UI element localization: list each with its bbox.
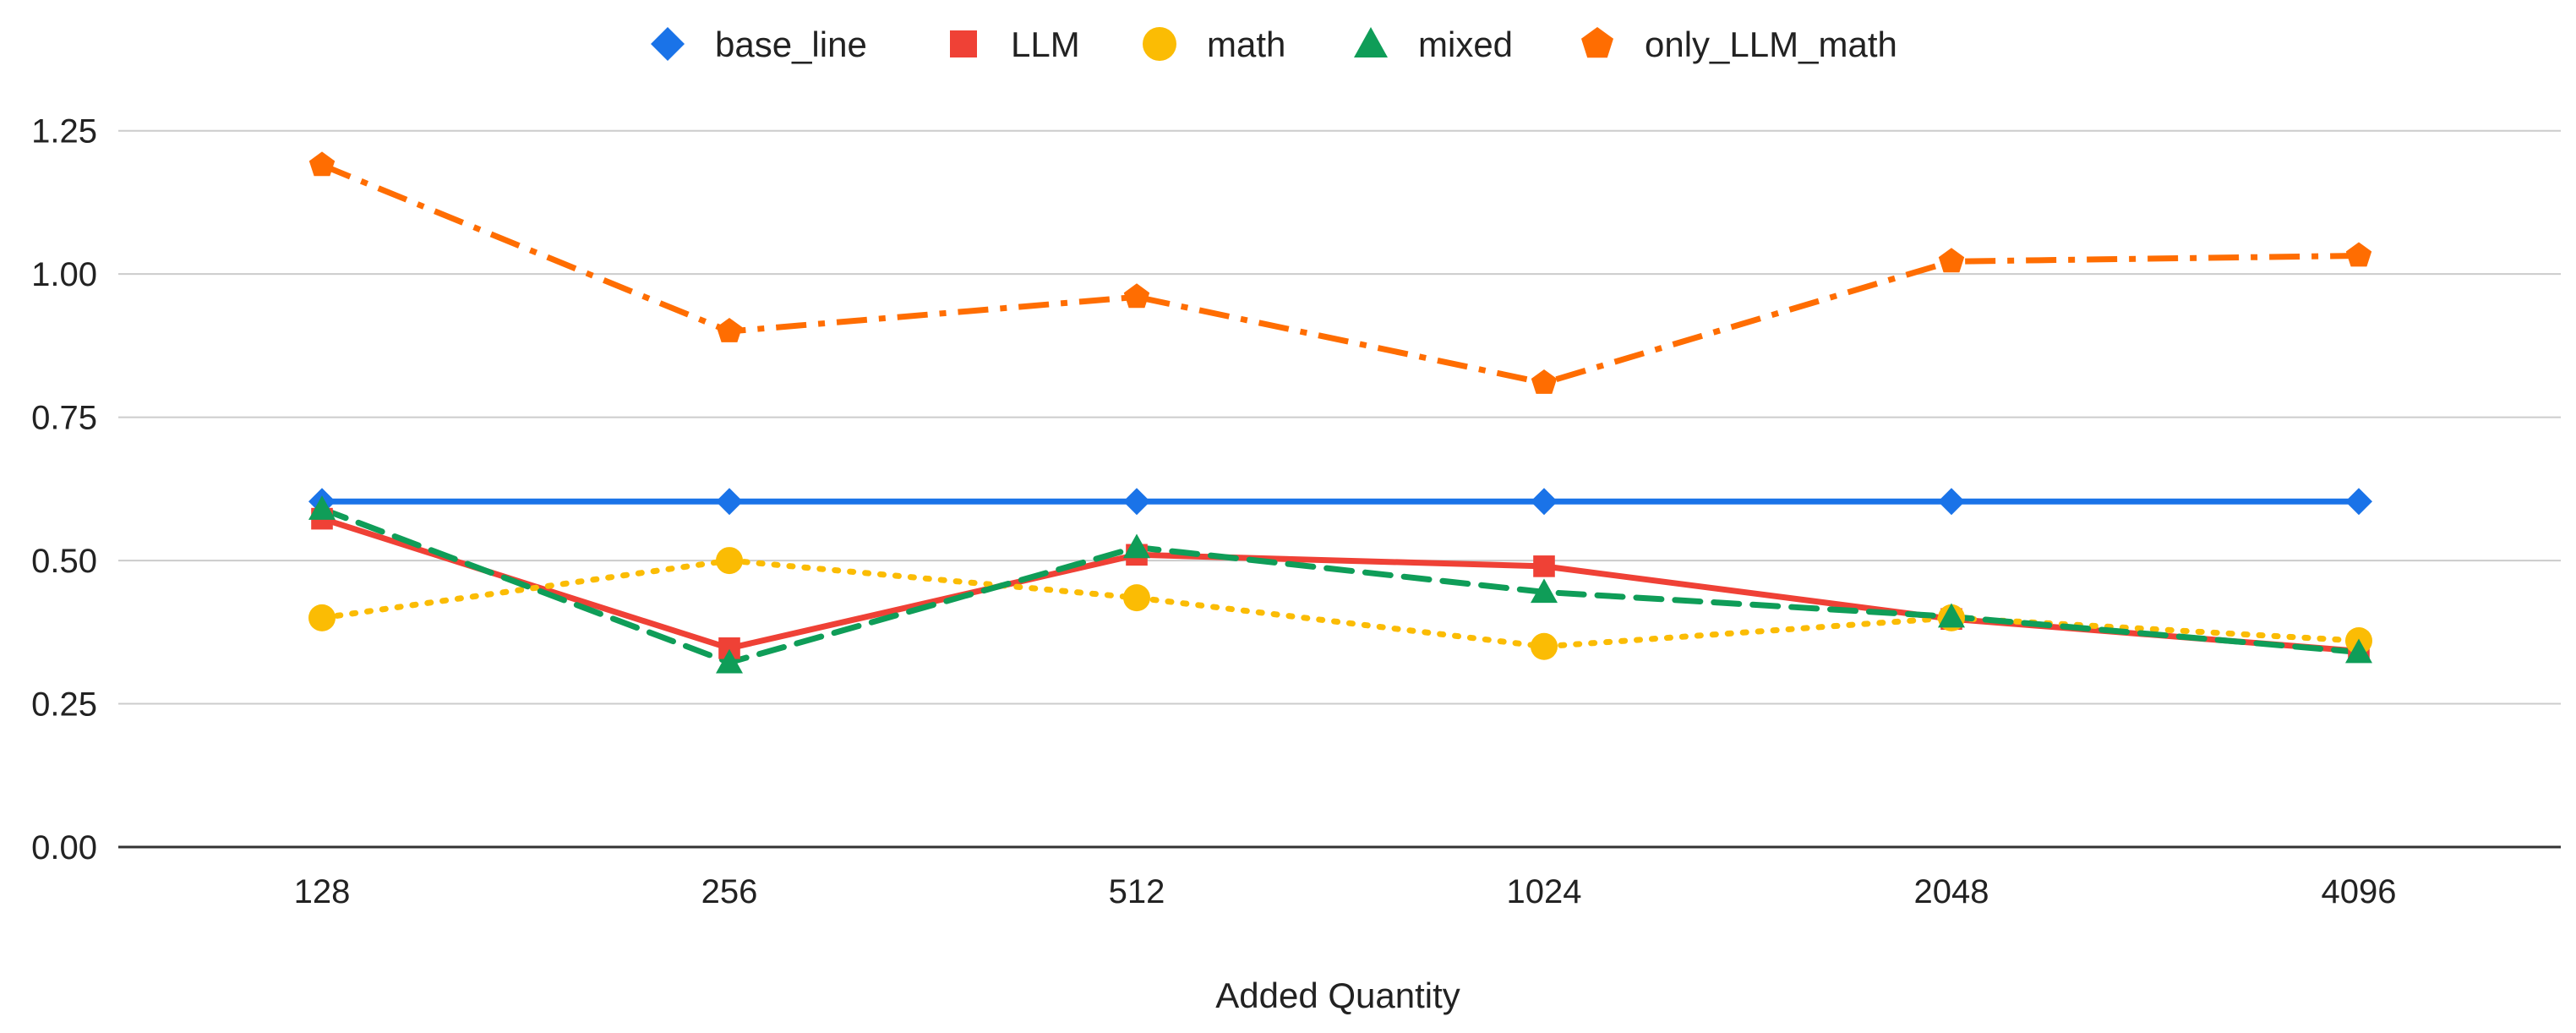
legend-marker-base-line — [651, 27, 685, 61]
series-line-llm — [319, 516, 2362, 654]
legend: base_line LLM math mixed only_LLM_math — [651, 25, 1897, 64]
x-tick-labels: 128 256 512 1024 2048 4096 — [294, 873, 2397, 910]
data-point-math — [1123, 584, 1150, 612]
x-tick-label: 256 — [701, 873, 758, 910]
data-point-base-line — [716, 488, 743, 516]
data-point-mixed — [2345, 638, 2372, 664]
y-tick-label: 0.00 — [31, 829, 97, 866]
x-tick-label: 2048 — [1914, 873, 1989, 910]
gridlines — [118, 129, 2561, 849]
data-point-mixed — [308, 495, 336, 520]
x-tick-label: 1024 — [1507, 873, 1582, 910]
data-point-math — [1531, 632, 1558, 660]
data-point-base-line — [2345, 488, 2372, 516]
x-tick-label: 512 — [1109, 873, 1165, 910]
data-point-llm — [1533, 555, 1555, 577]
y-tick-label: 0.25 — [31, 686, 97, 724]
data-point-math — [308, 604, 336, 631]
data-point-only-llm-math — [1531, 369, 1558, 394]
data-point-only-llm-math — [308, 151, 336, 177]
legend-marker-mixed — [1354, 27, 1388, 57]
data-point-mixed — [1938, 603, 1965, 628]
series-line-math — [319, 557, 2362, 650]
data-point-only-llm-math — [1123, 283, 1150, 309]
series-line-mixed — [319, 506, 2362, 666]
data-point-only-llm-math — [716, 318, 743, 342]
y-tick-label: 0.50 — [31, 543, 97, 580]
data-point-only-llm-math — [1938, 248, 1965, 273]
series-markers — [308, 151, 2372, 674]
y-tick-label: 0.75 — [31, 400, 97, 437]
x-tick-label: 4096 — [2322, 873, 2397, 910]
legend-label-math: math — [1207, 25, 1285, 64]
legend-marker-llm — [950, 30, 977, 57]
y-tick-label: 1.00 — [31, 256, 97, 293]
data-point-mixed — [1123, 533, 1150, 559]
data-point-base-line — [1531, 488, 1558, 516]
data-point-base-line — [1123, 488, 1150, 516]
legend-label-only-llm-math: only_LLM_math — [1645, 25, 1897, 64]
legend-label-mixed: mixed — [1418, 25, 1513, 64]
data-point-mixed — [716, 648, 743, 674]
legend-marker-math — [1143, 27, 1176, 61]
legend-marker-only-llm-math — [1581, 27, 1613, 58]
data-point-mixed — [1531, 578, 1558, 604]
y-tick-labels: 0.00 0.25 0.50 0.75 1.00 1.25 — [31, 113, 97, 866]
legend-label-base-line: base_line — [715, 25, 867, 64]
data-point-only-llm-math — [2345, 242, 2372, 267]
series-lines — [319, 162, 2362, 666]
y-tick-label: 1.25 — [31, 113, 97, 150]
series-line-only-llm-math — [320, 162, 2360, 386]
data-point-base-line — [1938, 488, 1965, 516]
x-axis-title: Added Quantity — [1215, 976, 1460, 1015]
data-point-math — [716, 547, 743, 575]
legend-label-llm: LLM — [1011, 25, 1080, 64]
x-tick-label: 128 — [294, 873, 351, 910]
